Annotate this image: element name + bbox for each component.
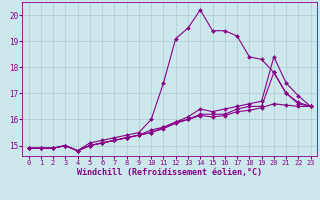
X-axis label: Windchill (Refroidissement éolien,°C): Windchill (Refroidissement éolien,°C) (77, 168, 262, 177)
